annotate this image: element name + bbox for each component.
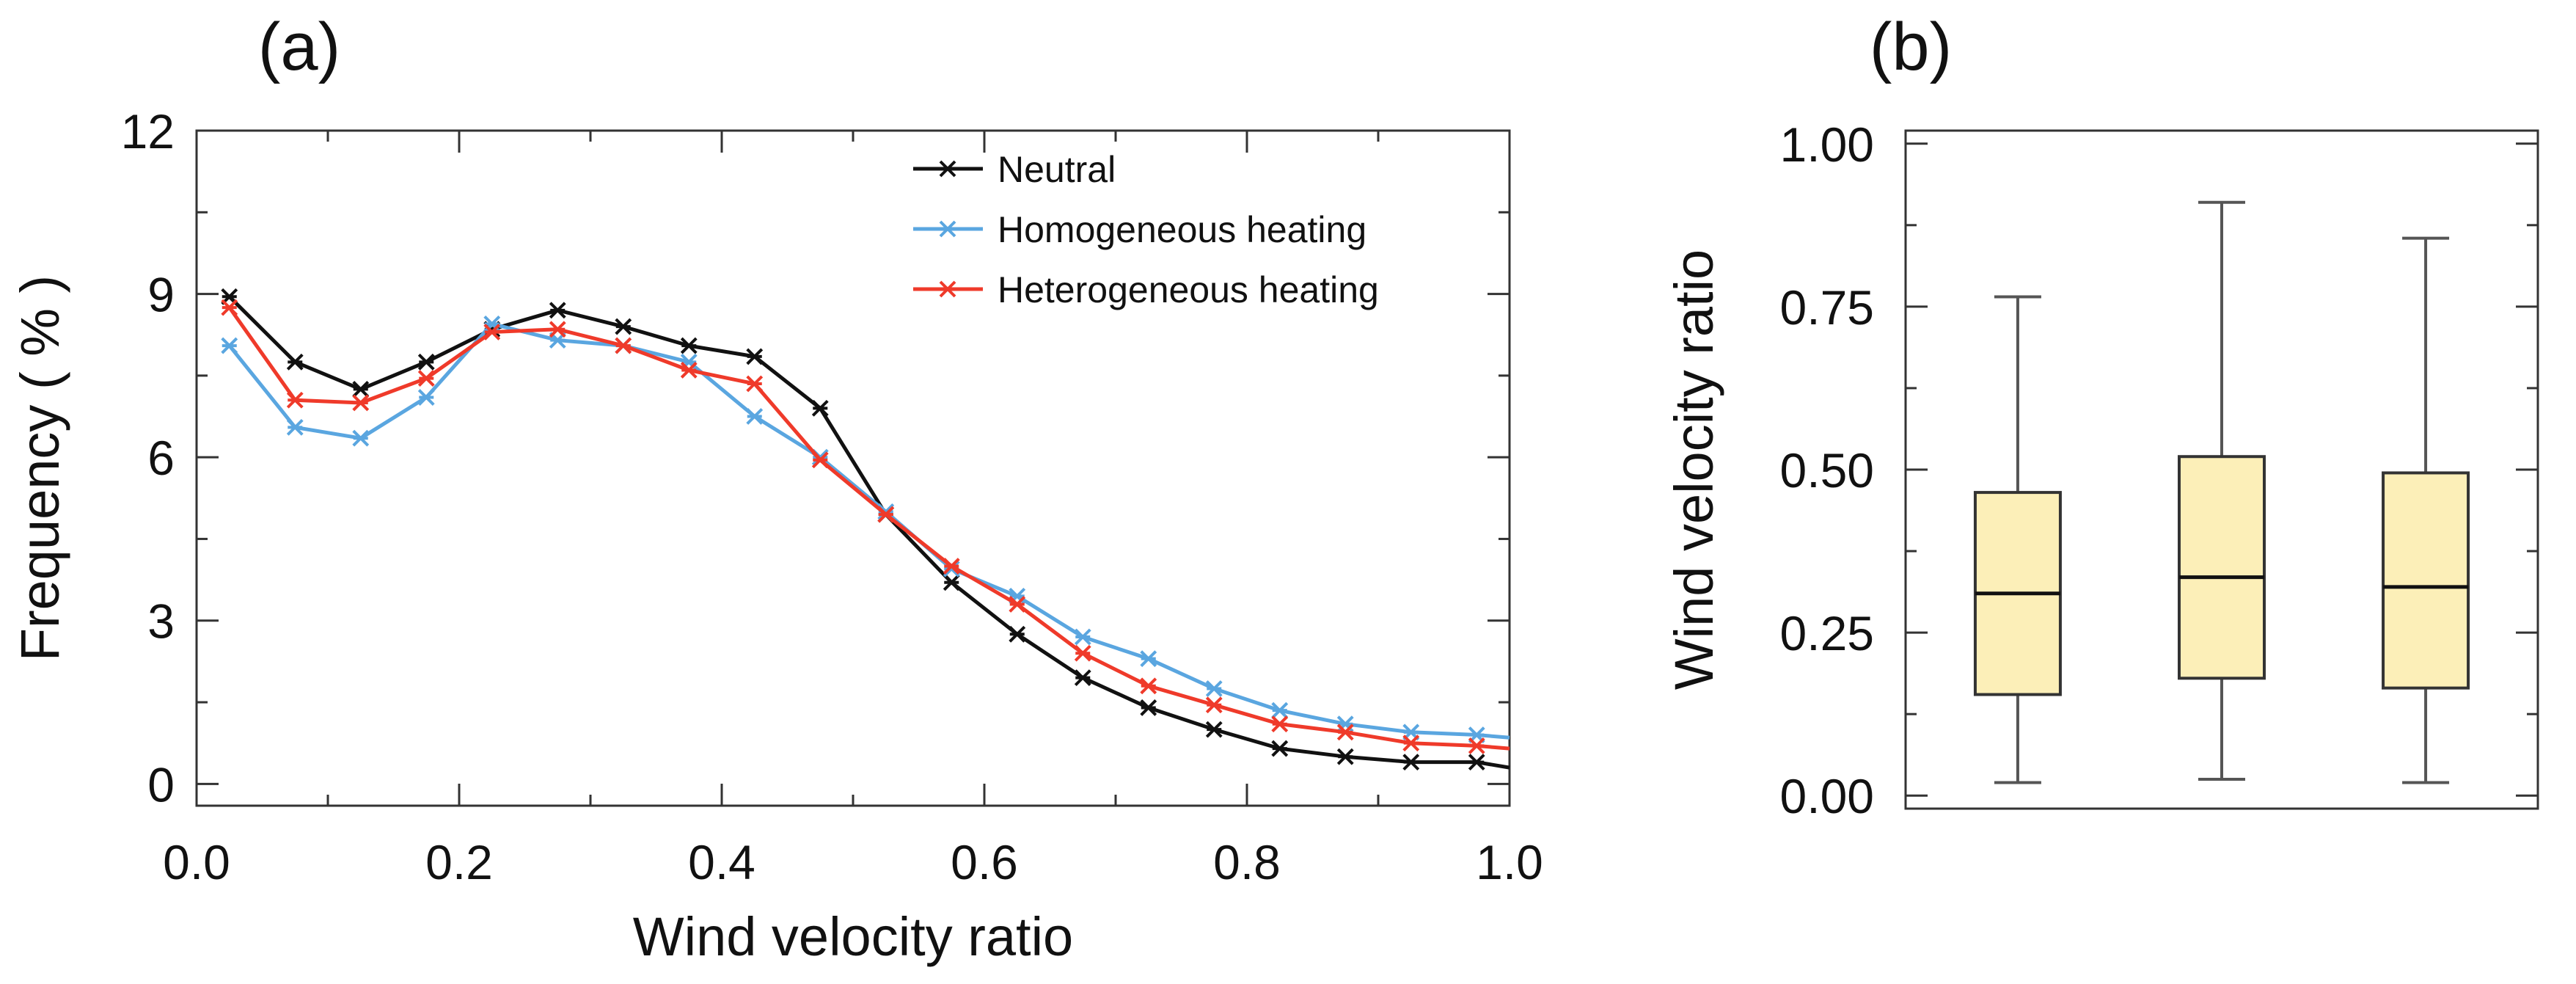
data-point bbox=[746, 375, 764, 393]
data-point bbox=[1074, 644, 1091, 662]
data-point bbox=[1140, 650, 1157, 668]
panel-b-label: (b) bbox=[1870, 10, 1952, 84]
data-point bbox=[417, 389, 435, 406]
line-chart: Neutral Homogeneous heating Heterogeneous … bbox=[10, 104, 1543, 967]
data-point bbox=[1468, 754, 1485, 771]
legend-item: Homogeneous heating bbox=[913, 209, 1366, 250]
x-axis-label: Wind velocity ratio bbox=[633, 906, 1073, 967]
series-line bbox=[227, 321, 1510, 740]
data-point bbox=[1074, 628, 1091, 646]
tick-labels: 0.0 0.2 0.4 0.6 0.8 1.0 0 3 6 9 12 bbox=[121, 104, 1543, 889]
x-tick-label: 0.4 bbox=[688, 835, 755, 889]
data-point bbox=[1074, 669, 1091, 687]
series-lines bbox=[221, 288, 1510, 771]
data-point bbox=[221, 299, 238, 316]
data-point bbox=[1009, 625, 1026, 643]
box-plot: 0.00 0.25 0.50 0.75 1.00 Wind velocity ratio bbox=[1664, 117, 2539, 823]
data-point bbox=[1205, 721, 1223, 738]
y-tick-label: 0.75 bbox=[1780, 280, 1874, 335]
series-neutral bbox=[221, 288, 1510, 771]
y-tick-label: 9 bbox=[147, 268, 175, 322]
data-point bbox=[352, 381, 370, 398]
x-tick-label: 0.6 bbox=[951, 835, 1018, 889]
data-point bbox=[746, 408, 764, 425]
data-point bbox=[1205, 696, 1223, 714]
y-tick-label: 12 bbox=[121, 104, 175, 158]
iqr-box bbox=[2178, 455, 2266, 680]
box-homogeneous-heating bbox=[2178, 200, 2266, 781]
y-tick-label: 0 bbox=[147, 757, 175, 812]
y-tick-label: 0.00 bbox=[1780, 769, 1874, 823]
legend-marker bbox=[939, 280, 956, 298]
data-point bbox=[615, 318, 632, 335]
iqr-box bbox=[2382, 471, 2470, 690]
y-tick-label: 0.50 bbox=[1780, 443, 1874, 498]
data-point bbox=[877, 506, 895, 523]
x-tick-label: 0.8 bbox=[1213, 835, 1281, 889]
legend-label: Neutral bbox=[998, 149, 1116, 190]
panel-a-label: (a) bbox=[258, 10, 340, 84]
legend-item: Heterogeneous heating bbox=[913, 269, 1379, 310]
data-point bbox=[1271, 740, 1289, 757]
y-tick-label: 6 bbox=[147, 431, 175, 485]
boxes bbox=[1973, 200, 2470, 784]
data-point bbox=[746, 348, 764, 365]
data-point bbox=[286, 418, 304, 436]
data-point bbox=[549, 321, 566, 338]
x-tick-label: 0.2 bbox=[425, 835, 493, 889]
x-tick-label: 0.0 bbox=[163, 835, 230, 889]
series-heterogeneous-heating bbox=[221, 299, 1510, 754]
data-point bbox=[1140, 699, 1157, 716]
y-axis-label: Wind velocity ratio bbox=[1664, 249, 1724, 690]
y-tick-label: 0.25 bbox=[1780, 606, 1874, 660]
data-point bbox=[811, 451, 829, 469]
data-point bbox=[352, 394, 370, 412]
data-point bbox=[549, 302, 566, 319]
legend-label: Homogeneous heating bbox=[998, 209, 1366, 250]
legend-marker bbox=[939, 220, 956, 238]
data-point bbox=[1271, 701, 1289, 719]
box-heterogeneous-heating bbox=[2382, 236, 2470, 784]
data-point bbox=[1468, 737, 1485, 754]
data-point bbox=[615, 337, 632, 354]
legend-label: Heterogeneous heating bbox=[998, 269, 1379, 310]
data-point bbox=[943, 558, 960, 575]
series-homogeneous-heating bbox=[221, 315, 1510, 743]
data-point bbox=[352, 429, 370, 447]
data-point bbox=[286, 391, 304, 409]
tick-marks bbox=[1906, 142, 2538, 797]
data-point bbox=[1336, 724, 1354, 741]
data-point bbox=[680, 337, 698, 354]
data-point bbox=[417, 353, 435, 371]
data-point bbox=[811, 399, 829, 417]
legend-marker bbox=[939, 160, 956, 178]
tick-labels: 0.00 0.25 0.50 0.75 1.00 bbox=[1780, 117, 1874, 823]
data-point bbox=[1402, 735, 1420, 752]
data-point bbox=[417, 370, 435, 387]
tick-marks bbox=[195, 129, 1511, 806]
x-tick-label: 1.0 bbox=[1476, 835, 1543, 889]
data-point bbox=[943, 574, 960, 591]
data-point bbox=[1271, 715, 1289, 733]
data-point bbox=[1336, 748, 1354, 765]
legend: Neutral Homogeneous heating Heterogeneous … bbox=[913, 149, 1379, 310]
data-point bbox=[1402, 754, 1420, 771]
data-point bbox=[221, 337, 238, 354]
y-axis-label: Frequency ( % ) bbox=[10, 275, 70, 661]
data-point bbox=[1205, 680, 1223, 697]
data-point bbox=[286, 353, 304, 371]
data-point bbox=[680, 362, 698, 379]
data-point bbox=[1140, 677, 1157, 695]
legend-item: Neutral bbox=[913, 149, 1116, 190]
data-point bbox=[1009, 596, 1026, 613]
data-point bbox=[1336, 715, 1354, 733]
box-neutral bbox=[1973, 295, 2062, 784]
data-point bbox=[483, 324, 501, 340]
y-tick-label: 1.00 bbox=[1780, 117, 1874, 172]
y-tick-label: 3 bbox=[147, 594, 175, 649]
